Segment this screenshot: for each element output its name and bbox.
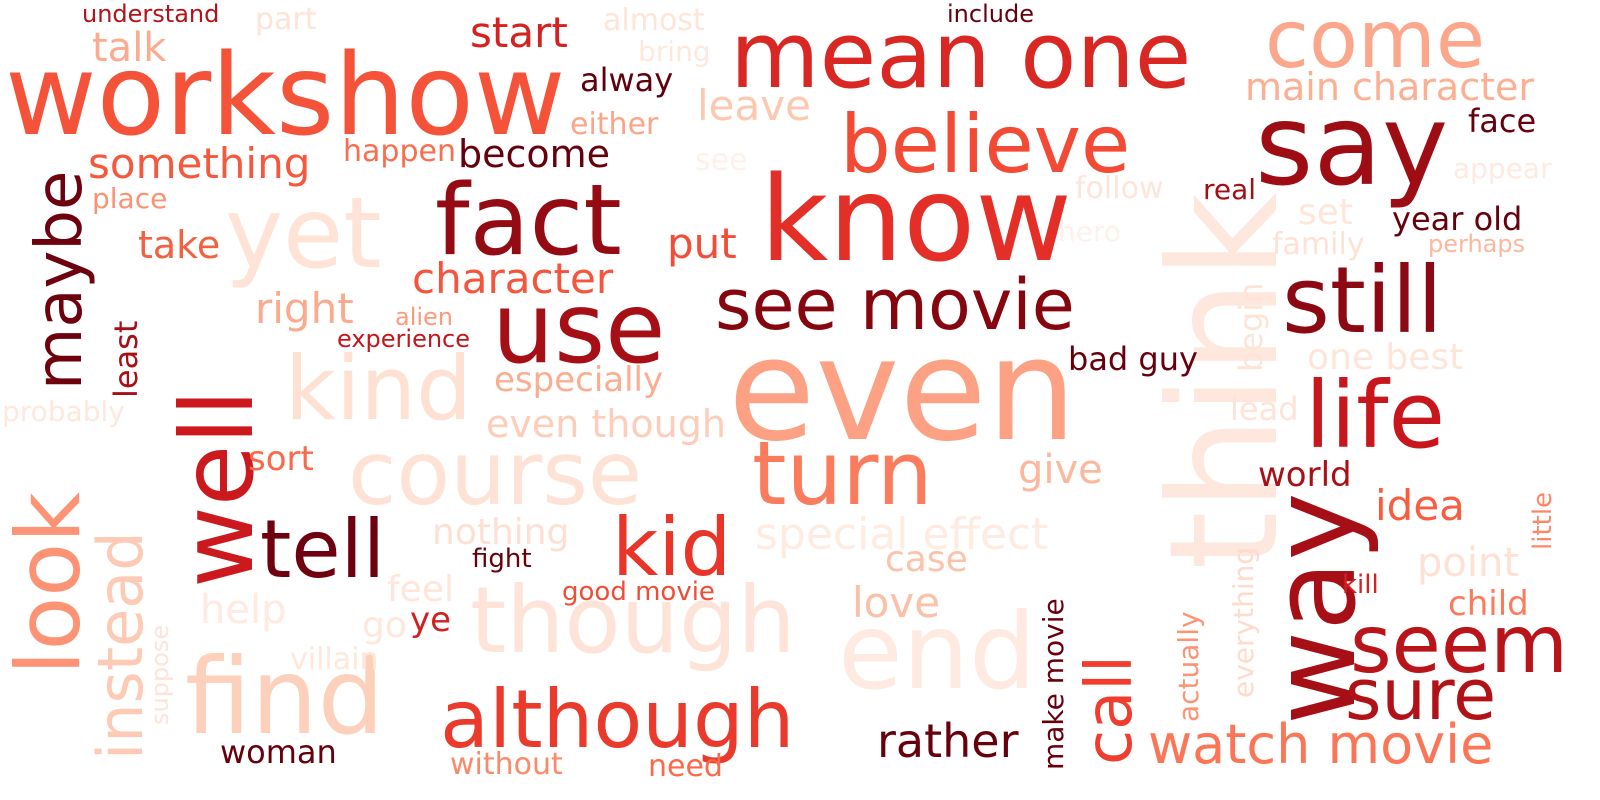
word-end: end [838,591,1036,713]
word-workshow: workshow [5,31,566,161]
word-life: life [1305,362,1446,469]
word-happen: happen [343,134,456,169]
word-fact: fact [435,164,622,278]
word-go: go [362,605,407,646]
word-perhaps: perhaps [1428,230,1526,258]
word-kind: kind [285,337,473,440]
word-world: world [1258,455,1352,495]
word-instead: instead [84,531,157,760]
word-need: need [648,749,723,784]
word-sure: sure [1345,654,1497,736]
word-experience: experience [337,325,471,353]
word-real: real [1203,173,1257,206]
word-start: start [470,8,568,57]
word-part: part [255,2,317,37]
word-although: although [440,673,795,766]
word-villain: villain [290,642,379,677]
word-main-character: main character [1245,65,1534,109]
word-least: least [107,320,145,398]
word-little: little [1528,491,1558,550]
word-know: know [760,150,1072,288]
word-kid: kid [612,501,732,594]
word-fight: fight [472,544,532,574]
word-bad-guy: bad guy [1068,340,1198,378]
word-right: right [255,284,354,333]
word-child: child [1448,584,1529,624]
word-without: without [450,747,563,782]
word-idea: idea [1375,481,1465,530]
word-family: family [1272,227,1365,262]
word-character: character [412,254,614,303]
word-kill: kill [1342,570,1379,600]
word-lead: lead [1230,390,1299,428]
word-sort: sort [248,439,314,479]
word-set: set [1298,192,1354,233]
word-call: call [1073,655,1147,765]
word-come: come [1265,0,1486,86]
word-say: say [1255,81,1449,211]
word-alway: alway [580,61,674,99]
word-believe: believe [840,98,1131,191]
word-appear: appear [1453,152,1552,185]
word-even-though: even though [486,402,726,446]
word-nothing: nothing [432,512,570,553]
word-make-movie: make movie [1037,598,1070,770]
word-course: course [348,422,643,525]
word-look: look [0,491,100,675]
word-talk: talk [92,25,167,71]
word-rather: rather [877,714,1019,768]
word-almost: almost [603,3,705,38]
word-point: point [1417,540,1520,586]
word-help: help [200,587,287,633]
word-use: use [492,272,666,386]
word-become: become [458,132,611,176]
word-find: find [185,636,385,758]
word-seem: seem [1350,598,1569,691]
word-well: well [159,389,276,588]
word-maybe: maybe [23,170,97,390]
word-suppose: suppose [146,624,174,725]
word-alien: alien [395,303,454,331]
word-watch-movie: watch movie [1148,713,1494,776]
word-especially: especially [494,360,664,400]
word-even: even [728,308,1077,473]
word-case: case [885,539,968,580]
word-good-movie: good movie [562,577,715,607]
word-yet: yet [225,177,382,291]
word-follow: follow [1075,171,1164,206]
word-hero: hero [1058,215,1121,248]
word-give: give [1018,447,1103,493]
word-either: either [570,107,659,142]
word-probably: probably [2,395,125,428]
word-put: put [667,219,737,268]
word-tell: tell [260,503,386,596]
word-place: place [92,182,168,215]
word-actually: actually [1172,611,1205,722]
word-ye: ye [410,600,452,640]
word-face: face [1468,102,1537,140]
word-something: something [88,139,311,188]
word-understand: understand [82,0,220,28]
word-bring: bring [638,35,711,68]
word-everything: everything [1227,546,1260,698]
word-feel: feel [387,569,454,610]
word-see-movie: see movie [715,264,1075,346]
word-love: love [852,578,941,627]
word-special-effect: special effect [755,509,1049,560]
word-include: include [947,0,1034,28]
word-one-best: one best [1307,337,1464,378]
word-mean-one: mean one [730,2,1192,109]
word-still: still [1282,247,1443,354]
word-see: see [695,143,748,178]
word-though: though [470,567,796,674]
word-begin: begin [1232,282,1270,372]
word-turn: turn [752,422,933,525]
word-woman: woman [220,733,337,771]
word-leave: leave [697,81,811,130]
word-take: take [138,223,221,267]
word-year-old: year old [1392,200,1523,238]
